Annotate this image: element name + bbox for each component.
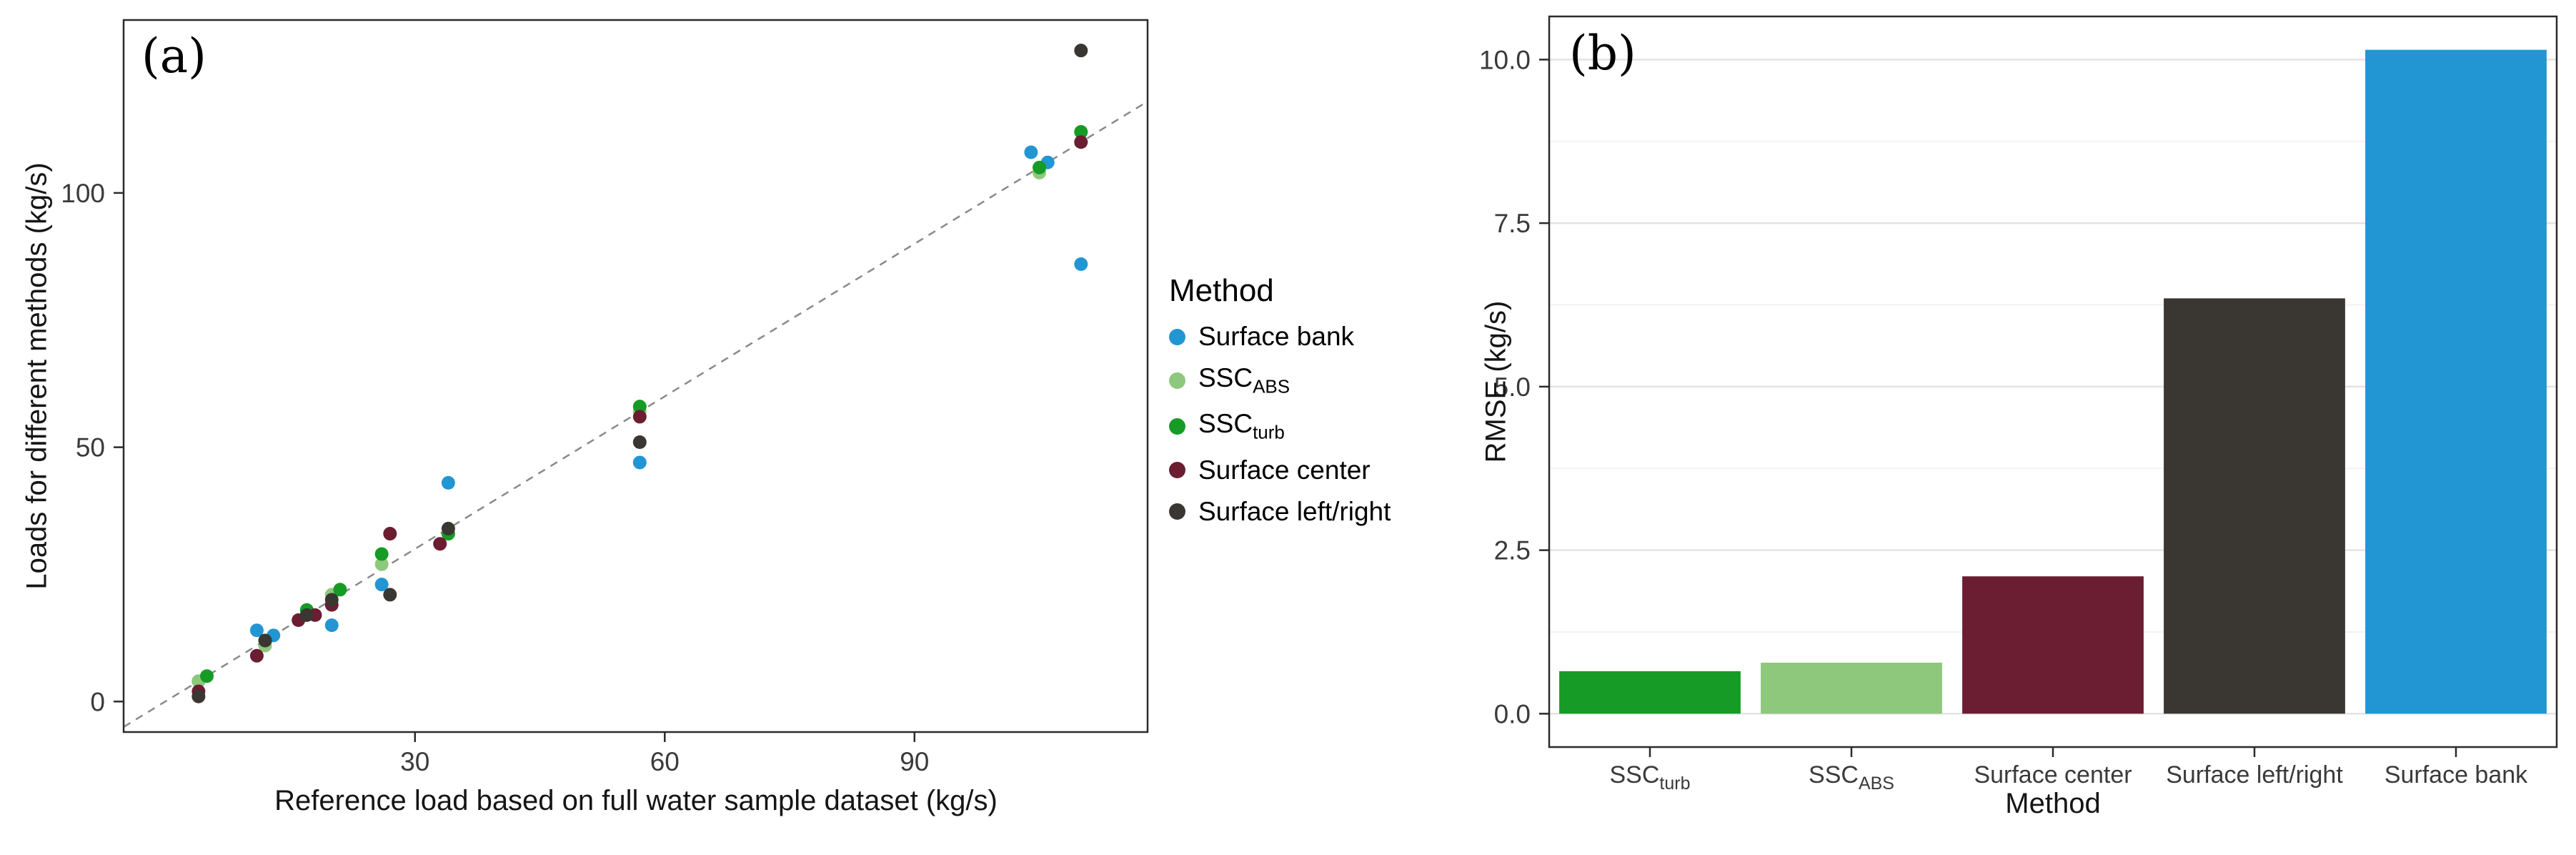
scatter-point: [1074, 257, 1088, 271]
x-tick-label: 30: [400, 747, 429, 776]
y-tick-label: 0.0: [1494, 699, 1531, 728]
scatter-point: [333, 583, 347, 597]
legend-label: Surface center: [1198, 455, 1371, 485]
scatter-point: [374, 547, 389, 561]
legend-item: SSCturb: [1169, 409, 1391, 443]
legend-label: SSCABS: [1198, 363, 1291, 397]
scatter-point: [383, 527, 397, 541]
scatter-point: [258, 633, 272, 648]
y-tick-label: 10.0: [1479, 45, 1531, 74]
scatter-point: [324, 618, 339, 633]
scatter-point: [192, 689, 206, 703]
scatter-point: [374, 557, 389, 571]
category-label: Surface center: [1974, 761, 2132, 789]
category-label: SSCturb: [1609, 761, 1690, 794]
y-tick-label: 50: [76, 433, 105, 463]
legend-dot: [1169, 372, 1185, 389]
legend-dot: [1169, 328, 1185, 345]
category-label: Surface left/right: [2166, 761, 2343, 789]
panel-a-background: [124, 20, 1148, 732]
scatter-point: [249, 648, 264, 663]
bar: [1559, 671, 1741, 714]
scatter-point: [433, 537, 447, 551]
panel-a-label: (a): [141, 29, 207, 84]
panel-a-border: [122, 19, 1149, 733]
scatter-point: [374, 578, 389, 592]
bar: [1962, 576, 2144, 714]
panel-a-y-axis-title: Loads for different methods (kg/s): [21, 162, 53, 590]
legend-item: Surface bank: [1169, 322, 1391, 352]
scatter-point: [200, 669, 214, 683]
legend-item: Surface left/right: [1169, 497, 1391, 527]
scatter-point: [632, 435, 647, 449]
legend-items: Surface bank SSCABS SSCturb Surface center S…: [1169, 322, 1391, 527]
scatter-point: [1074, 135, 1088, 149]
x-tick-label: 90: [900, 747, 929, 776]
y-tick-label: 5.0: [1494, 372, 1531, 402]
y-tick-label: 2.5: [1494, 536, 1531, 565]
scatter-point: [441, 475, 455, 490]
panel-b-label: (b): [1569, 26, 1636, 81]
x-tick-label: 60: [650, 747, 680, 776]
legend-item: SSCABS: [1169, 363, 1391, 397]
legend-title: Method: [1169, 273, 1274, 308]
y-tick-label: 100: [61, 179, 105, 208]
scatter-point: [1074, 44, 1088, 58]
scatter-point: [249, 623, 264, 638]
legend: Method Surface bank SSCABS SSCturb Surface …: [1169, 273, 1391, 527]
scatter-point: [632, 400, 647, 414]
scatter-point: [441, 521, 455, 535]
scatter-point: [383, 588, 397, 602]
scatter-point: [324, 593, 339, 607]
legend-dot: [1169, 503, 1185, 520]
bar: [2164, 298, 2345, 714]
legend-label: SSCturb: [1198, 409, 1285, 443]
scatter-point: [632, 455, 647, 470]
legend-dot: [1169, 462, 1185, 479]
legend-dot: [1169, 418, 1185, 435]
category-label: Surface bank: [2384, 761, 2528, 789]
legend-item: Surface center: [1169, 455, 1391, 485]
scatter-point: [1024, 145, 1038, 159]
scatter-point: [632, 410, 647, 424]
bar: [2365, 49, 2547, 714]
y-tick-label: 0: [90, 687, 105, 716]
scatter-point: [1074, 125, 1088, 139]
legend-label: Surface bank: [1198, 322, 1355, 351]
panel-b-x-axis-title: Method: [2005, 788, 2101, 819]
legend-label: Surface left/right: [1198, 496, 1391, 526]
panel-a-x-axis-title: Reference load based on full water sampl…: [274, 785, 998, 816]
scatter-point: [1033, 160, 1047, 174]
bar: [1761, 662, 1942, 714]
panel-b-y-axis-title: RMSE (kg/s): [1480, 300, 1512, 463]
y-tick-label: 7.5: [1494, 209, 1531, 238]
scatter-point: [299, 608, 314, 622]
category-label: SSCABS: [1809, 761, 1894, 794]
